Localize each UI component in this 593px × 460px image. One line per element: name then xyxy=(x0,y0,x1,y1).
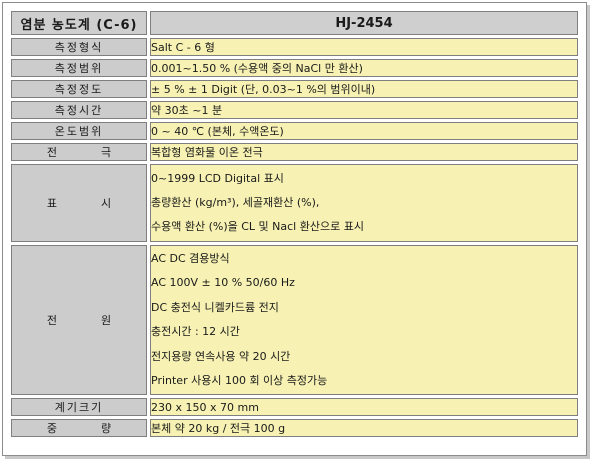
electrode-label-text: 전극 xyxy=(46,146,147,159)
row-value-weight: 본체 약 20 kg / 전극 100 g xyxy=(150,419,578,437)
row-label-accuracy: 측정정도 xyxy=(11,80,147,98)
row-value-temperature-range: 0 ~ 40 ℃ (본체, 수액온도) xyxy=(150,122,578,140)
product-title: 염분 농도계 (C-6) xyxy=(11,11,147,35)
spec-sheet-frame: 염분 농도계 (C-6) HJ-2454 측정형식 Salt C - 6 형 측… xyxy=(2,2,587,456)
table-row: 전극 복합형 염화물 이온 전극 xyxy=(11,143,578,161)
power-line: 충전시간 : 12 시간 xyxy=(151,325,240,338)
power-line: Printer 사용시 100 회 이상 측정가능 xyxy=(151,374,328,387)
row-label-weight: 중량 xyxy=(11,419,147,437)
power-line: DC 충전식 니켈카드륨 전지 xyxy=(151,300,279,314)
display-line: 0~1999 LCD Digital 표시 xyxy=(151,172,284,185)
table-row: 계기크기 230 x 150 x 70 mm xyxy=(11,398,578,416)
table-row: 표시 0~1999 LCD Digital 표시 총량환산 (kg/m³), 세… xyxy=(11,164,578,242)
row-value-measurement-range: 0.001~1.50 % (수용액 중의 NaCl 만 환산) xyxy=(150,59,578,77)
row-label-electrode: 전극 xyxy=(11,143,147,161)
table-row: 중량 본체 약 20 kg / 전극 100 g xyxy=(11,419,578,437)
row-label-measurement-time: 측정시간 xyxy=(11,101,147,119)
model-number: HJ-2454 xyxy=(150,11,578,35)
display-line: 총량환산 (kg/m³), 세골재환산 (%), xyxy=(151,196,320,209)
table-row: 전원 AC DC 겸용방식 AC 100V ± 10 % 50/60 Hz DC… xyxy=(11,245,578,395)
row-value-measurement-time: 약 30초 ~1 분 xyxy=(150,101,578,119)
power-line: 전지용량 연속사용 약 20 시간 xyxy=(151,349,291,363)
row-label-display: 표시 xyxy=(11,164,147,242)
row-label-measurement-range: 측정범위 xyxy=(11,59,147,77)
row-value-measurement-type: Salt C - 6 형 xyxy=(150,38,578,56)
weight-label-text: 중량 xyxy=(46,422,147,435)
row-value-power: AC DC 겸용방식 AC 100V ± 10 % 50/60 Hz DC 충전… xyxy=(150,245,578,395)
row-label-instrument-size: 계기크기 xyxy=(11,398,147,416)
row-value-display: 0~1999 LCD Digital 표시 총량환산 (kg/m³), 세골재환… xyxy=(150,164,578,242)
row-label-temperature-range: 온도범위 xyxy=(11,122,147,140)
row-value-instrument-size: 230 x 150 x 70 mm xyxy=(150,398,578,416)
display-label-text: 표시 xyxy=(46,197,147,210)
row-value-electrode: 복합형 염화물 이온 전극 xyxy=(150,143,578,161)
power-line: AC DC 겸용방식 xyxy=(151,251,230,265)
power-label-text: 전원 xyxy=(46,314,147,327)
table-header-row: 염분 농도계 (C-6) HJ-2454 xyxy=(11,11,578,35)
row-label-measurement-type: 측정형식 xyxy=(11,38,147,56)
table-row: 측정범위 0.001~1.50 % (수용액 중의 NaCl 만 환산) xyxy=(11,59,578,77)
row-value-accuracy: ± 5 % ± 1 Digit (단, 0.03~1 %의 범위이내) xyxy=(150,80,578,98)
row-label-power: 전원 xyxy=(11,245,147,395)
table-row: 측정형식 Salt C - 6 형 xyxy=(11,38,578,56)
power-line: AC 100V ± 10 % 50/60 Hz xyxy=(151,276,295,289)
table-row: 온도범위 0 ~ 40 ℃ (본체, 수액온도) xyxy=(11,122,578,140)
spec-table: 염분 농도계 (C-6) HJ-2454 측정형식 Salt C - 6 형 측… xyxy=(8,8,581,440)
display-line: 수용액 환산 (%)을 CL 및 Nacl 환산으로 표시 xyxy=(151,220,364,233)
table-row: 측정정도 ± 5 % ± 1 Digit (단, 0.03~1 %의 범위이내) xyxy=(11,80,578,98)
table-row: 측정시간 약 30초 ~1 분 xyxy=(11,101,578,119)
